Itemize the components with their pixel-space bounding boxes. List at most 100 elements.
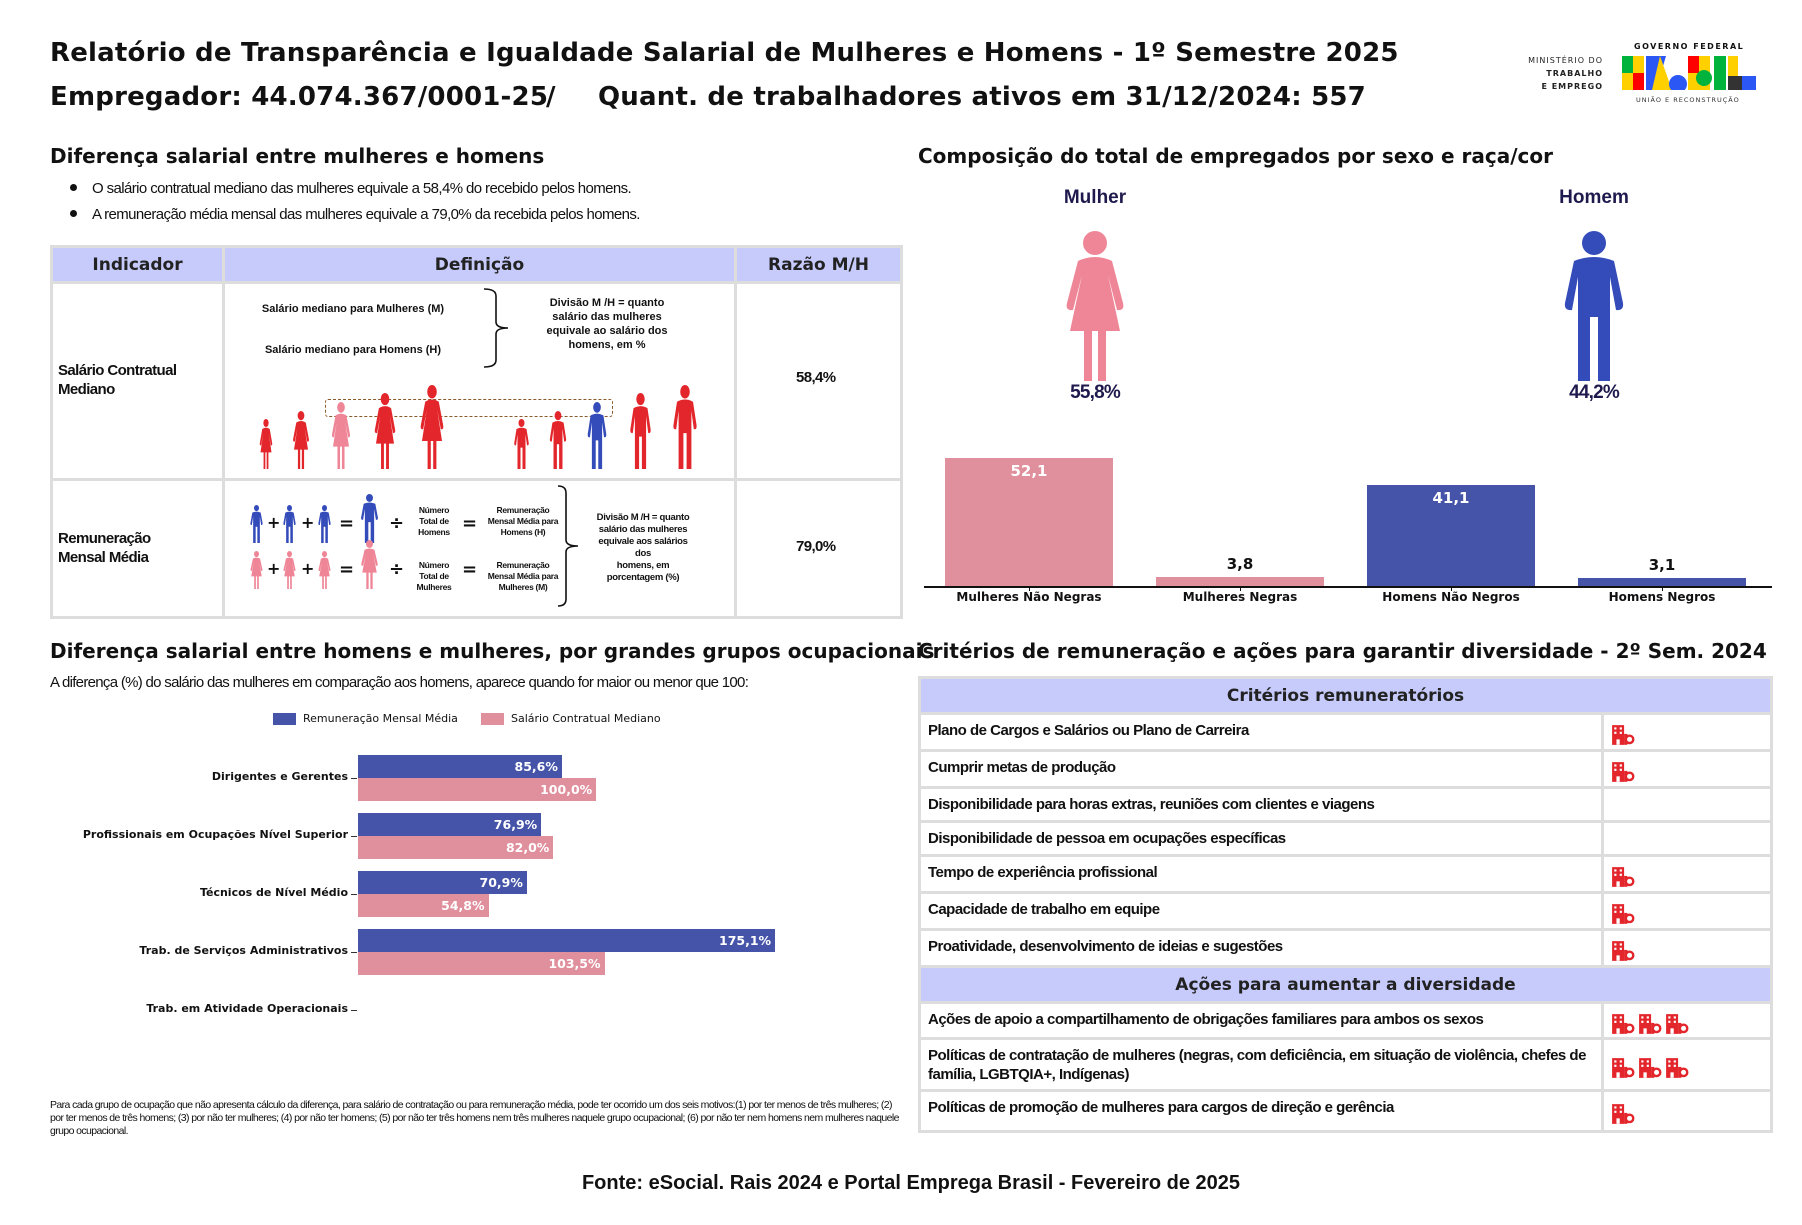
company-building-icon: [1665, 1057, 1689, 1079]
woman-icon: [246, 551, 267, 589]
logo-ministry-line: E EMPREGO: [1541, 82, 1603, 91]
note-line: salário das mulheres: [598, 524, 688, 535]
axis-tick: [351, 952, 357, 953]
criteria-row: Cumprir metas de produção: [921, 752, 1770, 789]
criteria-label: Plano de Cargos e Salários ou Plano de C…: [921, 715, 1601, 749]
composition-bar: [945, 457, 1113, 586]
gap-bullet: A remuneração média mensal das mulheres …: [70, 206, 640, 223]
avg-men-text: Remuneração Mensal Média para Homens (H): [483, 505, 563, 538]
count-men-text: Número Total de Homens: [404, 505, 464, 538]
axis-tick: [351, 778, 357, 779]
ratio-average-pay: 79,0%: [796, 538, 836, 555]
category-label: Dirigentes e Gerentes: [211, 770, 348, 783]
criteria-row: Plano de Cargos e Salários ou Plano de C…: [921, 715, 1770, 752]
row-label-median-salary: Salário Contratual Mediano: [58, 361, 177, 399]
divide-sign: ÷: [389, 559, 405, 580]
header-separator: /: [546, 82, 556, 112]
composition-title: Composição do total de empregados por se…: [918, 144, 1554, 168]
man-percent: 44,2%: [1569, 382, 1620, 403]
criteria-label: Proatividade, desenvolvimento de ideias …: [921, 931, 1601, 965]
man-icon: [581, 402, 613, 469]
note-line: porcentagem (%): [606, 572, 680, 583]
man-icon: [246, 505, 267, 543]
ratio-median-salary: 58,4%: [796, 369, 836, 386]
def-median-note: Divisão M /H = quanto salário das mulhere…: [537, 296, 677, 352]
label-line: Salário Contratual: [58, 362, 177, 379]
bar-average: 76,9%: [358, 813, 542, 836]
x-axis-line: [924, 586, 1772, 588]
note-line: equivale aos salários: [598, 536, 688, 547]
note-line: Divisão M /H = quanto: [596, 512, 690, 523]
text-line: Remuneração: [496, 560, 550, 570]
criteria-row: Disponibilidade para horas extras, reuni…: [921, 789, 1770, 823]
criteria-icons: [1604, 823, 1770, 854]
occupation-section-title: Diferença salarial entre homens e mulher…: [50, 639, 935, 663]
text-line: Mulheres: [416, 582, 452, 592]
bar-median: 54,8%: [358, 894, 489, 917]
criteria-label: Tempo de experiência profissional: [921, 857, 1601, 891]
logo-tagline: UNIÃO E RECONSTRUÇÃO: [1636, 96, 1740, 104]
woman-icon: [367, 393, 403, 469]
woman-icon: [314, 551, 335, 589]
header-definition: Definição: [225, 248, 734, 281]
row-label-average-pay: Remuneração Mensal Média: [58, 529, 151, 567]
category-label: Técnicos de Nível Médio: [199, 886, 348, 899]
bar-value-label: 3,1: [1648, 556, 1676, 575]
man-icon: [665, 385, 705, 469]
woman-label: Mulher: [1063, 187, 1127, 208]
occupation-footnote: Para cada grupo de ocupação que não apre…: [50, 1099, 899, 1137]
composition-bar: [1367, 484, 1535, 586]
woman-icon: [287, 411, 315, 469]
bar-median: 100,0%: [358, 778, 597, 801]
axis-tick: [1662, 586, 1663, 591]
criteria-row: Tempo de experiência profissional: [921, 857, 1770, 894]
label-line: Mediano: [58, 381, 115, 398]
criteria-icons: [1604, 1092, 1770, 1130]
def-average-note: Divisão M /H = quanto salário das mulhere…: [588, 512, 698, 584]
occupation-subtitle: A diferença (%) do salário das mulheres …: [50, 674, 749, 691]
woman-percent: 55,8%: [1070, 382, 1121, 403]
man-icon: [623, 393, 658, 469]
composition-bar: [1156, 576, 1324, 586]
bar-median: 103,5%: [358, 952, 605, 975]
criteria-icons: [1604, 1040, 1770, 1089]
man-icon: [544, 411, 572, 469]
plus-sign: +: [301, 513, 315, 532]
median-highlight-box: [325, 399, 613, 417]
logo-ministry-line: TRABALHO: [1546, 69, 1603, 78]
bar-value-label: 3,8: [1226, 554, 1254, 573]
axis-tick: [1451, 586, 1452, 591]
company-building-icon: [1611, 1013, 1635, 1035]
legend-swatch-average: [273, 713, 296, 725]
note-line: salário das mulheres: [552, 311, 662, 323]
actions-header: Ações para aumentar a diversidade: [921, 968, 1770, 1004]
category-label: Profissionais em Ocupações Nível Superio…: [82, 828, 348, 841]
company-building-icon: [1611, 724, 1635, 746]
company-building-icon: [1611, 903, 1635, 925]
criteria-icons: [1604, 789, 1770, 820]
brace-icon: [557, 485, 579, 607]
criteria-label: Capacidade de trabalho em equipe: [921, 894, 1601, 928]
count-women-text: Número Total de Mulheres: [404, 560, 464, 593]
man-icon: [314, 505, 335, 543]
criteria-icons: [1604, 752, 1770, 786]
bar-average: 85,6%: [358, 755, 562, 778]
woman-icon: [1066, 231, 1124, 381]
category-label: Mulheres Negras: [1182, 590, 1298, 604]
equals-sign: =: [462, 513, 478, 534]
brasil-logo-mark: [1622, 56, 1756, 90]
category-label: Homens Negros: [1608, 590, 1716, 604]
note-line: homens, em %: [568, 339, 646, 351]
text-line: Homens: [418, 527, 450, 537]
axis-tick: [351, 836, 357, 837]
criteria-row: Ações de apoio a compartilhamento de obr…: [921, 1004, 1770, 1040]
category-label: Trab. em Atividade Operacionais: [146, 1002, 348, 1015]
plus-sign: +: [267, 559, 281, 578]
logo-ministry-line: MINISTÉRIO DO: [1528, 56, 1603, 65]
header-indicator: Indicador: [53, 248, 222, 281]
criteria-icons: [1604, 894, 1770, 928]
man-icon: [355, 494, 384, 543]
note-line: dos: [635, 548, 651, 559]
criteria-icons: [1604, 1004, 1770, 1037]
logo-gov: GOVERNO FEDERAL: [1634, 42, 1745, 51]
